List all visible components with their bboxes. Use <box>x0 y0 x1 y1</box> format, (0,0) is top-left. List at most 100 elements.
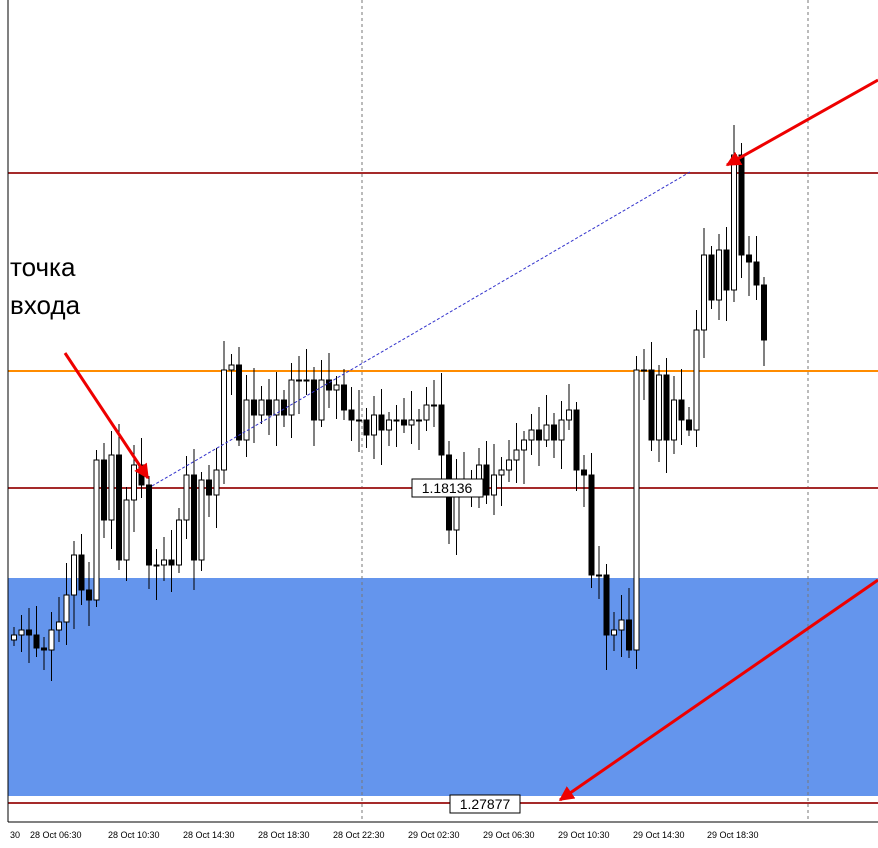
candle-body <box>63 594 70 623</box>
candle-body <box>101 459 107 521</box>
candle-body <box>356 419 362 422</box>
candle-body <box>393 419 400 422</box>
candle-body <box>93 459 100 601</box>
candle-body <box>701 254 707 331</box>
candle-body <box>198 479 205 561</box>
candle-body <box>641 369 647 372</box>
candle-body <box>416 419 422 422</box>
candle-body <box>153 564 160 567</box>
candle-body <box>288 379 295 416</box>
candle-body <box>671 399 677 441</box>
time-label: 29 Oct 18:30 <box>707 830 759 840</box>
candle-body <box>528 429 535 441</box>
candle-body <box>251 399 257 416</box>
price-label: 1.27877 <box>460 796 511 812</box>
candle-body <box>326 379 332 391</box>
candle-body <box>18 629 25 636</box>
candle-body <box>228 364 235 371</box>
candle-body <box>686 419 692 431</box>
candle-body <box>296 379 302 382</box>
annotation: точка <box>10 252 76 282</box>
candle-body <box>521 439 527 451</box>
candle-body <box>513 449 520 461</box>
candle-body <box>176 519 182 566</box>
candle-body <box>378 414 385 431</box>
candle-body <box>483 464 490 496</box>
candle-body <box>363 419 370 436</box>
candle-body <box>491 474 497 496</box>
candle-body <box>633 369 640 651</box>
candle-body <box>626 619 632 651</box>
arrow <box>63 352 150 480</box>
candle-body <box>236 364 242 441</box>
candle-body <box>33 634 40 649</box>
arrow <box>725 78 878 167</box>
candle-body <box>213 469 220 496</box>
price-label-box <box>449 794 521 814</box>
candle-body <box>318 379 325 421</box>
candle-body <box>746 254 752 263</box>
candle-body <box>716 249 722 301</box>
time-label: 29 Oct 06:30 <box>483 830 535 840</box>
candle-body <box>78 554 85 591</box>
time-label: 28 Oct 22:30 <box>333 830 385 840</box>
candle-body <box>693 329 700 431</box>
candle-body <box>123 499 130 561</box>
candle-body <box>348 409 355 421</box>
candle-body <box>551 424 557 441</box>
candle-body <box>131 464 137 501</box>
candle-body <box>566 409 572 421</box>
candle-body <box>761 284 767 341</box>
candle-body <box>558 419 565 441</box>
candle-body <box>206 479 212 496</box>
candle-body <box>243 399 250 441</box>
candle-body <box>401 419 407 426</box>
candle-body <box>723 249 730 291</box>
candle-body <box>86 589 92 601</box>
zone <box>8 578 878 796</box>
annotation: входа <box>10 290 81 320</box>
candle-body <box>476 464 482 481</box>
candle-body <box>431 404 437 407</box>
candle-body <box>333 384 340 391</box>
candle-body <box>371 414 377 436</box>
candle-body <box>753 261 760 286</box>
time-label: 30 <box>10 830 20 840</box>
time-label: 29 Oct 14:30 <box>633 830 685 840</box>
candle-body <box>663 374 670 441</box>
candle-body <box>146 484 152 566</box>
price-label: 1.18136 <box>422 480 473 496</box>
time-label: 28 Oct 10:30 <box>108 830 160 840</box>
candle-body <box>273 399 280 416</box>
candle-body <box>258 399 265 416</box>
candle-body <box>408 419 415 426</box>
candle-body <box>303 379 310 382</box>
time-axis <box>0 822 878 848</box>
time-labels: 30 28 Oct 06:30 28 Oct 10:30 28 Oct 14:30 28… <box>10 830 759 840</box>
candle-body <box>731 154 737 291</box>
candle-body <box>498 469 505 476</box>
candle-body <box>656 374 662 441</box>
trend-line <box>151 171 691 487</box>
candle-body <box>678 399 685 421</box>
candle-body <box>71 554 77 596</box>
time-label: 29 Oct 10:30 <box>558 830 610 840</box>
candle-body <box>183 474 190 521</box>
candle-body <box>603 574 610 636</box>
arrow <box>558 578 878 802</box>
candle-body <box>341 384 347 411</box>
candle-body <box>266 399 272 416</box>
candle-body <box>506 459 512 471</box>
candle-body <box>108 454 115 521</box>
candle-body <box>311 379 317 421</box>
candles <box>11 125 767 681</box>
candle-body <box>618 619 625 631</box>
candle-body <box>116 454 122 561</box>
candle-body <box>708 254 715 301</box>
candle-body <box>536 429 542 441</box>
candle-body <box>26 629 32 636</box>
candle-body <box>191 474 197 561</box>
candle-body <box>41 647 47 651</box>
candle-body <box>573 409 580 471</box>
